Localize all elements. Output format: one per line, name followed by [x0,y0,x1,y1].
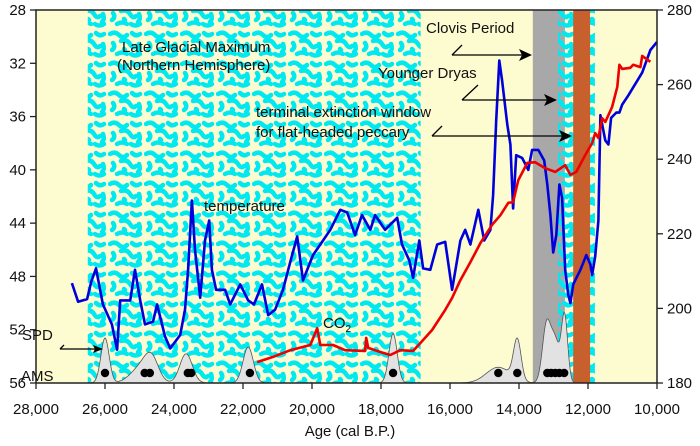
extinction-arrow [431,125,569,137]
ams-date-dot [513,368,522,378]
spd-arrowhead [93,345,103,353]
younger-dryas-label: Younger Dryas [378,65,477,82]
lgm-label-line1: Late Glacial Maximum [122,39,270,56]
extinction-arrowhead [559,130,572,142]
ams-date-dot [388,368,398,378]
left-y-tick-label: 32 [9,55,26,72]
co2-label-subscript: 2 [346,324,352,335]
younger-dryas-arrowhead [544,94,557,106]
x-tick-label: 28,000 [13,401,59,418]
ams-date-dot [494,368,503,378]
left-y-tick-label: 44 [9,215,26,232]
left-y-tick-label: 28 [9,2,26,19]
ams-date-dot [100,368,110,378]
ams-date-dot [559,368,569,378]
spd-label: SPD [22,327,53,344]
extinction-label-line2: for flat-headed peccary [256,124,410,141]
clovis-arrow [451,44,530,56]
x-axis-label: Age (cal B.P.) [305,423,396,440]
right-y-tick-label: 260 [667,77,692,94]
right-y-tick-label: 280 [667,2,692,19]
co2-series-line [256,54,652,364]
plot-frame [35,9,658,384]
temperature-series-line [70,41,657,352]
x-tick-label: 20,000 [289,401,335,418]
left-y-tick-label: 48 [9,268,26,285]
clovis-label: Clovis Period [426,20,514,37]
co2-label-main: CO [323,315,346,332]
x-tick-label: 18,000 [358,401,404,418]
left-y-tick-label: 36 [9,109,26,126]
right-y-tick-label: 180 [667,375,692,392]
ams-date-dot [245,368,255,378]
left-y-tick-label: 56 [9,375,26,392]
x-tick-label: 24,000 [151,401,197,418]
x-tick-label: 22,000 [220,401,266,418]
x-tick-label: 12,000 [565,401,611,418]
x-tick-label: 16,000 [427,401,473,418]
younger-dryas-arrow [461,84,555,101]
temperature-label: temperature [204,198,285,215]
spd-arrow [59,344,100,350]
x-tick-label: 14,000 [496,401,542,418]
right-y-tick-label: 200 [667,300,692,317]
left-y-tick-label: 40 [9,162,26,179]
left-y-tick-label: 52 [9,322,26,339]
x-tick-label: 10,000 [634,401,680,418]
right-y-tick-label: 220 [667,226,692,243]
annotations: Late Glacial Maximum (Northern Hemispher… [21,20,572,385]
band-terminal-extinction-window [573,10,591,383]
ams-date-dot [145,368,155,378]
ams-label: AMS [21,368,54,385]
right-y-tick-label: 240 [667,151,692,168]
lgm-label-line2: (Northern Hemisphere) [117,57,270,74]
extinction-label-line1: terminal extinction window [256,104,431,121]
co2-label: CO2 [323,315,352,335]
ams-date-dot [187,368,196,378]
x-tick-label: 26,000 [82,401,128,418]
clovis-arrowhead [519,49,532,61]
spd-curve [36,311,657,383]
